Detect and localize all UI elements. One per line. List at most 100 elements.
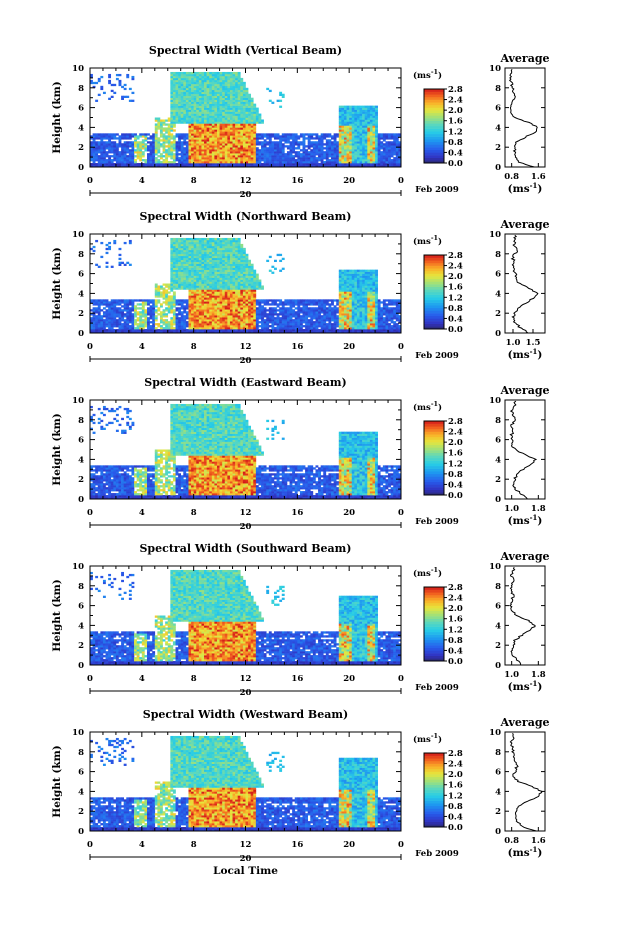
heatmap-cell (152, 299, 156, 302)
heatmap-cell (206, 263, 210, 266)
heatmap-cell (188, 275, 192, 278)
heatmap-cell (393, 145, 397, 148)
heatmap-cell (131, 141, 135, 144)
heatmap-cell (188, 309, 192, 312)
heatmap-cell (157, 161, 161, 164)
heatmap-cell (214, 281, 218, 284)
heatmap-cell (222, 163, 226, 166)
heatmap-cell (375, 117, 378, 120)
heatmap-cell (204, 79, 207, 83)
heatmap-cell (209, 149, 213, 152)
heatmap-cell (209, 115, 213, 118)
heatmap-cell (196, 317, 200, 320)
heatmap-cell (211, 267, 215, 270)
heatmap-cell (227, 267, 231, 270)
heatmap-cell (216, 295, 220, 298)
heatmap-cell (346, 105, 350, 108)
heatmap-cell (97, 165, 101, 168)
heatmap-cell (185, 121, 189, 124)
heatmap-cell (193, 331, 197, 334)
heatmap-cell (323, 165, 327, 168)
heatmap-cell (183, 241, 187, 245)
heatmap-cell (229, 275, 233, 278)
heatmap-cell (312, 151, 316, 154)
heatmap-cell (211, 259, 215, 263)
heatmap-cell (175, 151, 179, 154)
heatmap-cells (90, 71, 402, 168)
heatmap-cell (118, 143, 122, 146)
heatmap-cell (240, 95, 244, 98)
heatmap-cell (209, 81, 213, 85)
heatmap-cell (152, 315, 156, 318)
heatmap-cell (198, 241, 202, 245)
heatmap-cell (154, 163, 158, 166)
heatmap-cell (185, 261, 189, 264)
heatmap-cell (193, 273, 197, 276)
heatmap-cell (121, 95, 124, 98)
heatmap-cell (232, 265, 236, 268)
heatmap-cell (359, 113, 363, 116)
heatmap-cell (95, 299, 99, 302)
heatmap-cell (227, 275, 231, 278)
heatmap-cell (245, 149, 249, 152)
heatmap-cell (191, 105, 194, 108)
heatmap-cell (154, 291, 158, 294)
heatmap-cell (299, 159, 303, 162)
heatmap-cell (188, 287, 192, 290)
heatmap-cell (237, 163, 241, 166)
heatmap-cell (170, 97, 174, 100)
heatmap-cell (198, 107, 202, 110)
heatmap-cell (201, 75, 205, 79)
heatmap-cell (227, 93, 231, 97)
heatmap-cell (281, 151, 285, 154)
heatmap-cell (364, 123, 368, 126)
heatmap-cell (281, 93, 285, 97)
heatmap-cell (242, 85, 246, 89)
heatmap-cell (191, 155, 194, 158)
heatmap-cell (367, 115, 371, 118)
heatmap-cell (147, 141, 150, 144)
heatmap-cell (349, 153, 353, 156)
heatmap-cell (276, 135, 280, 138)
heatmap-cell (183, 149, 187, 152)
heatmap-cell (224, 157, 228, 160)
heatmap-cell (219, 139, 223, 142)
heatmap-cell (170, 295, 174, 298)
heatmap-cell (172, 147, 176, 150)
heatmap-cell (209, 281, 213, 284)
heatmap-cell (175, 77, 179, 81)
heatmap-cell (167, 165, 171, 168)
heatmap-cell (367, 157, 371, 160)
heatmap-cell (266, 137, 270, 140)
heatmap-cell (284, 141, 288, 144)
heatmap-cell (209, 277, 213, 280)
heatmap-cell (341, 159, 345, 162)
heatmap-cell (248, 95, 251, 98)
heatmap-cell (206, 153, 210, 156)
heatmap-cell (175, 265, 179, 268)
heatmap-cell (113, 301, 117, 304)
heatmap-cell (95, 317, 99, 320)
heatmap-cell (351, 119, 355, 122)
heatmap-cell (185, 249, 189, 253)
heatmap-cell (201, 331, 205, 334)
heatmap-cell (382, 135, 386, 138)
heatmap-cell (214, 125, 218, 128)
heatmap-cell (346, 119, 350, 122)
heatmap-cell (185, 103, 189, 106)
heatmap-cell (286, 147, 290, 150)
heatmap-cell (219, 307, 223, 310)
heatmap-cell (364, 113, 368, 116)
heatmap-cell (154, 129, 158, 132)
heatmap-cell (201, 237, 205, 241)
heatmap-cell (214, 247, 218, 251)
heatmap-cell (276, 151, 280, 154)
heatmap-cell (229, 83, 233, 87)
heatmap-cell (229, 251, 233, 255)
heatmap-cell (165, 123, 169, 126)
heatmap-cell (204, 105, 207, 108)
heatmap-cell (180, 89, 184, 93)
heatmap-cell (183, 239, 187, 243)
heatmap-cell (227, 309, 231, 312)
